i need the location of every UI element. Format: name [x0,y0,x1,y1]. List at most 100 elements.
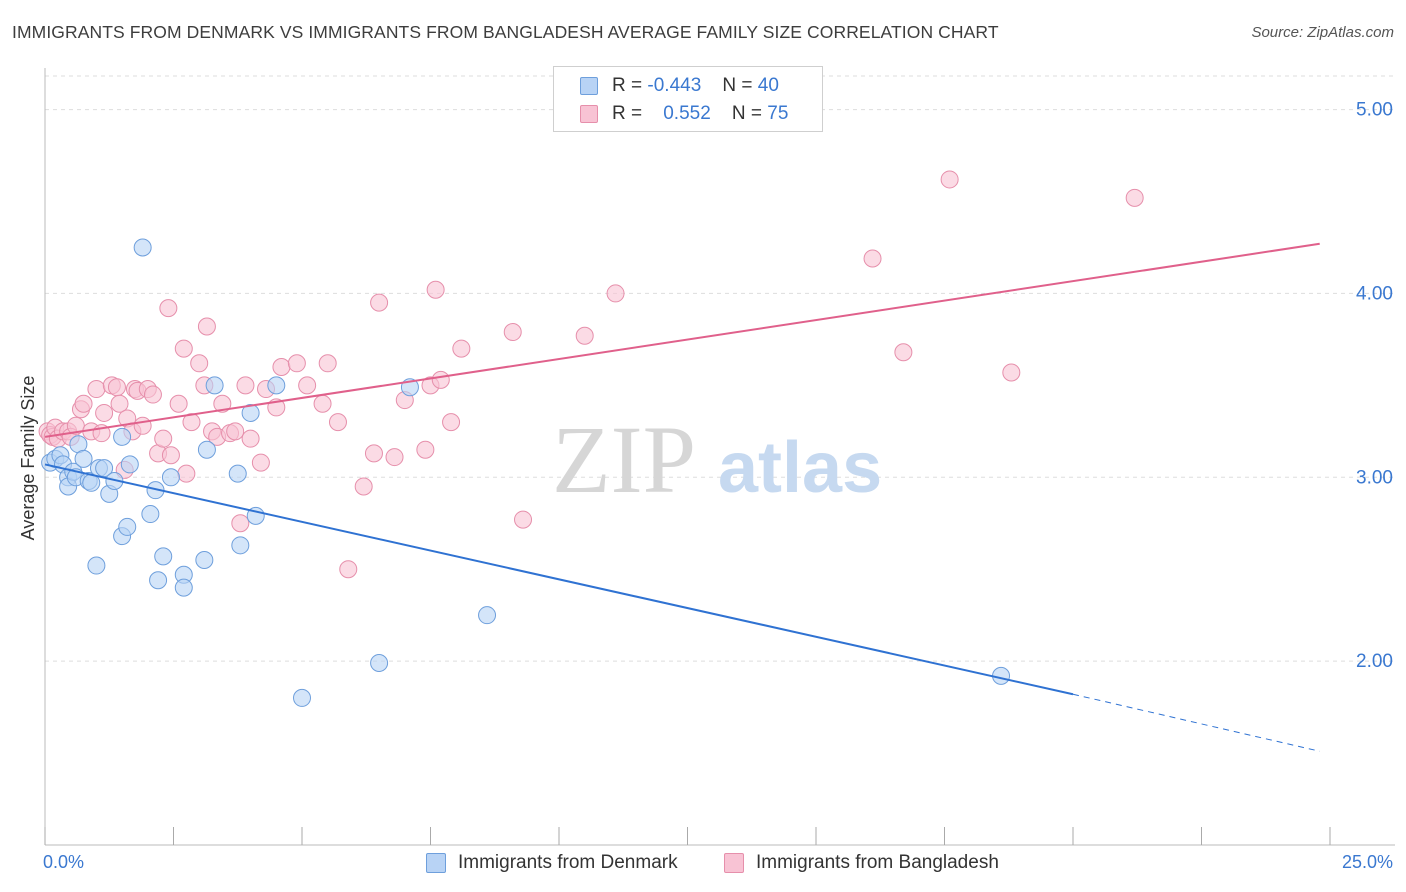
y-tick-label: 3.00 [1356,467,1393,488]
y-axis-label: Average Family Size [18,376,38,541]
bangladesh-points [38,170,1144,579]
bangladesh-point [110,394,129,413]
legend-n-label: N = [731,103,763,124]
bangladesh-point [241,429,260,448]
bangladesh-point [575,326,594,345]
denmark-points [41,238,1011,707]
bangladesh-point [442,413,461,432]
legend-n-value: 75 [767,103,789,124]
legend-item-denmark[interactable]: Immigrants from Denmark [426,852,678,874]
denmark-point [174,578,193,597]
bangladesh-point [328,413,347,432]
denmark-point [370,653,389,672]
denmark-point [161,468,180,487]
denmark-point [197,440,216,459]
denmark-point [113,427,132,446]
denmark-point [118,517,137,536]
denmark-point [95,459,114,478]
denmark-point [74,449,93,468]
bangladesh-point [431,370,450,389]
bangladesh-point [236,376,255,395]
bangladesh-trend-line [44,242,1320,438]
bangladesh-point [74,394,93,413]
bangladesh-point [339,560,358,579]
chart-title: IMMIGRANTS FROM DENMARK VS IMMIGRANTS FR… [12,22,999,42]
bangladesh-point [213,394,232,413]
denmark-point [241,403,260,422]
legend-row-bangladesh: R = 0.552 N = 75 [580,100,788,128]
bangladesh-point [514,510,533,529]
grid-lines [45,75,1395,662]
bangladesh-point [161,446,180,465]
y-tick-label: 2.00 [1356,651,1393,672]
x-tick-label-max: 25.0% [1341,852,1393,872]
bangladesh-point [503,323,522,342]
watermark: ZIP atlas [552,406,882,513]
denmark-point [149,571,168,590]
legend-r-label: R = [612,75,643,96]
legend-row-denmark: R = -0.443 N = 40 [580,72,779,100]
bangladesh-point [190,354,209,373]
bangladesh-point [385,448,404,467]
correlation-legend: R = -0.443 N = 40 R = 0.552 N = 75 [553,66,823,132]
bangladesh-point [107,378,126,397]
denmark-point [141,505,160,524]
bangladesh-point [894,343,913,362]
denmark-swatch [580,77,598,95]
denmark-trend-line [44,463,1074,696]
bangladesh-point [226,422,245,441]
bangladesh-point [272,357,291,376]
denmark-point [133,238,152,257]
denmark-point [120,455,139,474]
bangladesh-point [177,464,196,483]
bangladesh-point [87,380,106,399]
denmark-point [478,606,497,625]
series-legend: Immigrants from Denmark Immigrants from … [0,852,1406,878]
bangladesh-point [95,403,114,422]
bangladesh-point [182,413,201,432]
bangladesh-point [143,385,162,404]
bangladesh-point [298,376,317,395]
bangladesh-point [1002,363,1021,382]
bangladesh-point [318,354,337,373]
y-tick-label: 4.00 [1356,283,1393,304]
legend-r-value: 0.552 [663,103,711,124]
bangladesh-point [174,339,193,358]
legend-label-denmark: Immigrants from Denmark [458,852,678,873]
bangladesh-point [364,444,383,463]
y-tick-label: 5.00 [1356,100,1393,121]
watermark-atlas: atlas [718,428,882,508]
bangladesh-point [133,416,152,435]
denmark-point [231,536,250,555]
bangladesh-point [287,354,306,373]
bangladesh-point [154,429,173,448]
bangladesh-point [606,284,625,303]
bangladesh-point [169,394,188,413]
denmark-point [293,688,311,707]
bangladesh-point [197,317,216,336]
bangladesh-point [251,453,270,472]
denmark-point [205,376,224,395]
denmark-point [87,556,106,575]
denmark-point [228,464,247,483]
bangladesh-point [452,339,471,358]
bangladesh-point [159,299,178,318]
bangladesh-point [1125,188,1144,207]
source-label: Source: ZipAtlas.com [1251,24,1394,41]
denmark-legend-swatch [426,853,446,873]
bangladesh-swatch [580,105,598,123]
denmark-trend-extension [1072,693,1320,752]
bangladesh-point [940,170,959,189]
x-tick-label-min: 0.0% [43,852,85,872]
trend-lines [44,242,1320,752]
bangladesh-point [231,514,250,533]
bangladesh-point [354,477,373,496]
legend-item-bangladesh[interactable]: Immigrants from Bangladesh [724,852,999,874]
legend-r-value: -0.443 [647,75,702,96]
legend-n-label: N = [722,75,753,96]
watermark-zip: ZIP [552,406,696,513]
legend-n-value: 40 [757,75,779,96]
denmark-point [154,547,173,566]
legend-label-bangladesh: Immigrants from Bangladesh [756,852,999,873]
